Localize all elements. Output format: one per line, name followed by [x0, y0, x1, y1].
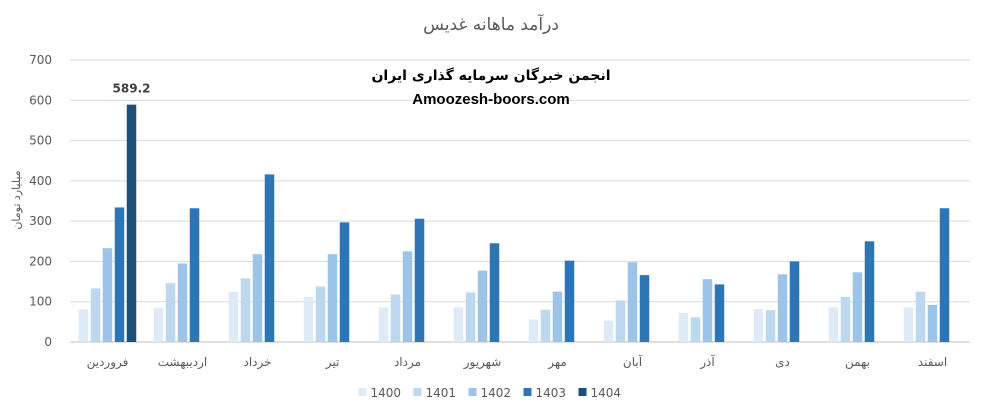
legend: 1400 1401 1402 1403 1404 — [358, 386, 622, 400]
x-tick-label: مهر — [547, 355, 567, 370]
bar-1403-9 — [789, 261, 800, 342]
bar-1401-10 — [840, 296, 851, 342]
bar-1400-2 — [228, 291, 239, 342]
bar-1402-10 — [852, 272, 863, 342]
bar-1402-4 — [402, 251, 413, 342]
watermark-title: انجمن خبرگان سرمایه گذاری ایران — [371, 67, 610, 84]
bar-1400-9 — [753, 308, 764, 342]
y-tick-label: 0 — [44, 335, 52, 349]
y-tick-label: 500 — [29, 134, 52, 148]
legend-swatch-1402 — [468, 388, 477, 396]
x-tick-label: فروردین — [87, 355, 129, 370]
bar-1400-6 — [528, 319, 539, 342]
x-tick-label: آبان — [623, 354, 643, 369]
legend-swatch-1400 — [358, 388, 367, 396]
bar-1400-8 — [678, 312, 689, 342]
bar-1402-0 — [102, 248, 113, 342]
y-tick-label: 700 — [29, 53, 52, 67]
bar-1402-5 — [477, 270, 488, 342]
chart-title: درآمد ماهانه غدیس — [423, 13, 559, 35]
bar-1401-0 — [90, 288, 101, 342]
bar-1401-9 — [765, 310, 776, 342]
bar-1400-4 — [378, 307, 389, 342]
bar-1402-8 — [702, 279, 713, 342]
bar-1403-7 — [639, 275, 650, 342]
data-labels: 589.2 — [113, 82, 151, 96]
bar-1403-1 — [189, 208, 200, 342]
bar-1403-2 — [264, 174, 275, 342]
bar-1402-3 — [327, 254, 338, 342]
bar-1400-1 — [153, 308, 164, 342]
x-tick-label: اردیبهشت — [158, 355, 207, 370]
legend-swatch-1401 — [413, 388, 422, 396]
legend-swatch-1403 — [523, 388, 532, 396]
bar-1403-0 — [114, 207, 125, 342]
bar-1400-0 — [78, 309, 89, 342]
bar-1400-5 — [453, 307, 464, 342]
bar-1401-7 — [615, 300, 626, 342]
bar-1400-3 — [303, 296, 314, 342]
bar-1401-3 — [315, 286, 326, 342]
legend-label: 1404 — [591, 386, 622, 400]
bar-1400-7 — [603, 320, 614, 342]
bar-1401-5 — [465, 292, 476, 342]
x-tick-label: خرداد — [243, 355, 271, 370]
bar-1403-4 — [414, 218, 425, 342]
x-tick-label: شهریور — [463, 355, 502, 370]
y-tick-label: 200 — [29, 254, 52, 268]
bar-1402-1 — [177, 263, 188, 342]
bar-1403-6 — [564, 260, 575, 342]
y-tick-label: 100 — [29, 295, 52, 309]
legend-label: 1400 — [371, 386, 402, 400]
legend-label: 1402 — [481, 386, 512, 400]
x-tick-label: اسفند — [918, 355, 947, 369]
legend-label: 1403 — [536, 386, 567, 400]
bar-1401-1 — [165, 283, 176, 342]
watermark-url: Amoozesh-boors.com — [412, 91, 570, 108]
x-tick-label: تیر — [325, 355, 340, 370]
data-label: 589.2 — [113, 82, 151, 96]
y-tick-label: 600 — [29, 93, 52, 107]
y-axis-ticks: 0 100 200 300 400 500 600 700 — [29, 53, 52, 349]
bar-1402-11 — [927, 304, 938, 342]
y-axis-label: میلیارد تومان — [10, 170, 23, 229]
bar-1402-9 — [777, 274, 788, 342]
x-tick-label: آذر — [699, 354, 715, 370]
bar-1400-10 — [828, 307, 839, 342]
bar-1402-2 — [252, 254, 263, 342]
bar-1403-5 — [489, 243, 500, 342]
bar-1401-8 — [690, 317, 701, 342]
bar-1403-11 — [939, 208, 950, 342]
bar-1403-3 — [339, 222, 350, 342]
bar-1401-11 — [915, 291, 926, 342]
bar-1404-0 — [126, 104, 137, 343]
y-tick-label: 300 — [29, 214, 52, 228]
bar-1402-6 — [552, 291, 563, 342]
bar-1400-11 — [903, 307, 914, 342]
bar-1402-7 — [627, 262, 638, 342]
bar-1401-6 — [540, 309, 551, 342]
x-tick-label: بهمن — [845, 355, 870, 370]
x-axis-categories: فروردین اردیبهشت خرداد تیر مرداد شهریور مهر آبا… — [87, 354, 948, 370]
bars — [78, 104, 950, 343]
bar-1403-10 — [864, 241, 875, 342]
y-tick-label: 400 — [29, 174, 52, 188]
x-tick-label: مرداد — [394, 355, 421, 370]
legend-swatch-1404 — [578, 388, 587, 396]
legend-label: 1401 — [426, 386, 457, 400]
bar-1403-8 — [714, 284, 725, 342]
x-tick-label: دی — [775, 355, 790, 369]
bar-1401-2 — [240, 278, 251, 342]
bar-1401-4 — [390, 294, 401, 342]
gridlines — [70, 59, 970, 343]
